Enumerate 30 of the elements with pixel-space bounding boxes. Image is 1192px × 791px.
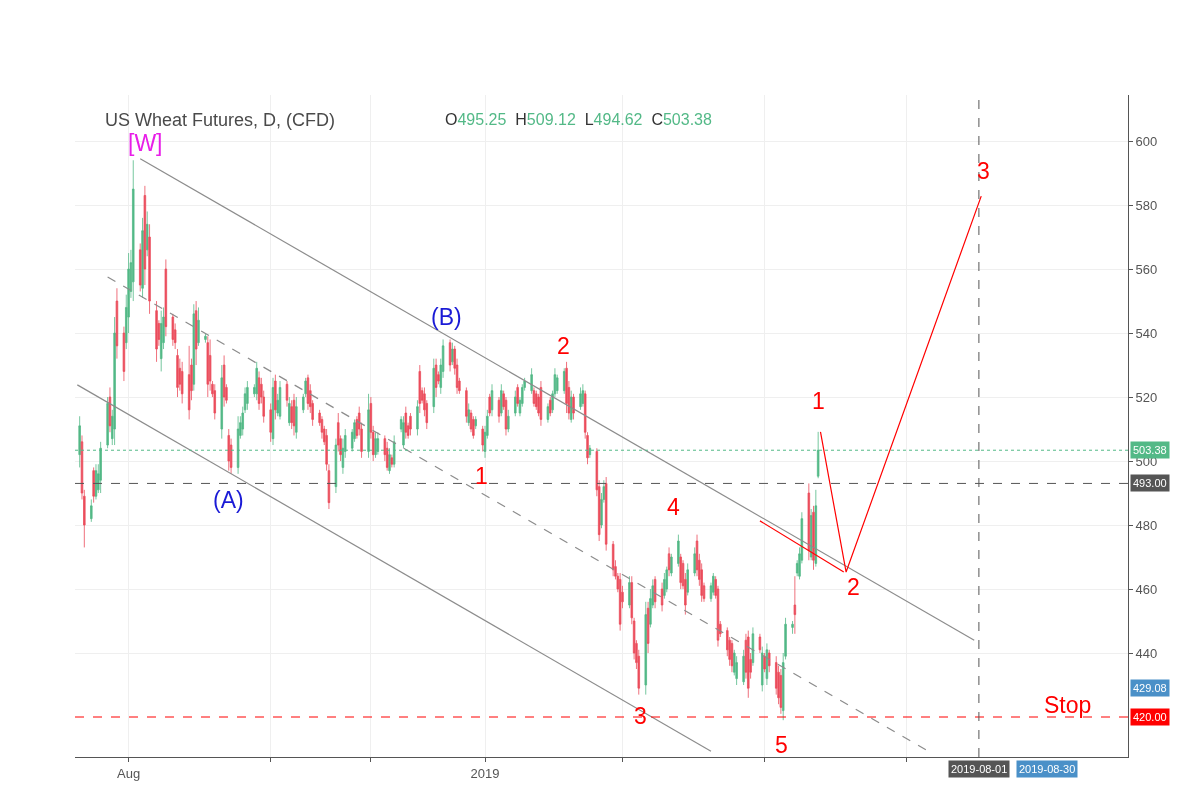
annotation: 5 bbox=[775, 732, 788, 758]
text: O495.25 H509.12 L494.62 C503.38 bbox=[445, 111, 713, 128]
annotation: 2 bbox=[557, 333, 570, 359]
annotation: 1 bbox=[475, 463, 488, 489]
x-tick-label: 2019 bbox=[470, 765, 500, 781]
y-tick-label: 480 bbox=[1135, 517, 1158, 533]
ref-line-label: 503.38 bbox=[1133, 444, 1167, 456]
ref-line-label: 2019-08-01 bbox=[951, 763, 1008, 775]
annotation: [W] bbox=[128, 130, 163, 156]
y-tick-label: 540 bbox=[1135, 325, 1158, 341]
ref-line-label: 420.00 bbox=[1133, 711, 1167, 723]
annotation: 1 bbox=[812, 388, 825, 414]
annotation: 3 bbox=[977, 158, 990, 184]
y-tick-label: 460 bbox=[1135, 581, 1158, 597]
y-tick-label: 580 bbox=[1135, 197, 1158, 213]
x-tick-label: Aug bbox=[117, 765, 141, 781]
ref-line-label: 493.00 bbox=[1133, 477, 1167, 489]
text: 429.08 bbox=[1133, 682, 1167, 694]
annotation: (A) bbox=[213, 487, 244, 513]
annotation: 4 bbox=[667, 494, 680, 520]
y-tick-label: 440 bbox=[1135, 645, 1158, 661]
text: 2019-08-30 bbox=[1019, 763, 1076, 775]
annotation: Stop bbox=[1044, 692, 1092, 718]
annotation: (B) bbox=[431, 304, 462, 330]
y-tick-label: 600 bbox=[1135, 133, 1158, 149]
text: US Wheat Futures, D, (CFD) bbox=[105, 110, 336, 131]
annotation: 2 bbox=[847, 574, 860, 600]
annotation: 3 bbox=[634, 703, 647, 729]
y-tick-label: 520 bbox=[1135, 389, 1158, 405]
y-tick-label: 560 bbox=[1135, 261, 1158, 277]
